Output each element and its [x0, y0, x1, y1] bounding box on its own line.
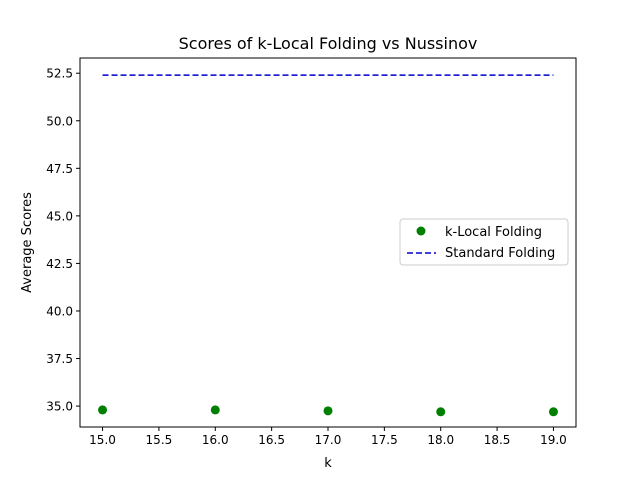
data-point-k-local-folding — [210, 405, 220, 415]
x-axis-label: k — [324, 456, 332, 471]
x-tick-label: 15.0 — [89, 433, 116, 447]
x-tick-label: 16.0 — [202, 433, 229, 447]
x-tick-label: 17.0 — [315, 433, 342, 447]
y-tick-label: 37.5 — [46, 352, 73, 366]
y-tick-label: 45.0 — [46, 209, 73, 223]
data-point-k-local-folding — [436, 407, 446, 417]
y-tick-label: 40.0 — [46, 304, 73, 318]
x-tick-label: 18.0 — [427, 433, 454, 447]
x-tick-label: 19.0 — [540, 433, 567, 447]
y-tick-label: 35.0 — [46, 400, 73, 414]
legend-label-k-local: k-Local Folding — [445, 225, 542, 240]
legend-box — [399, 218, 569, 266]
data-point-k-local-folding — [323, 406, 333, 416]
legend-label-standard: Standard Folding — [445, 246, 555, 261]
x-tick-label: 18.5 — [484, 433, 511, 447]
data-point-k-local-folding — [98, 405, 108, 415]
data-point-k-local-folding — [548, 407, 558, 417]
y-axis-label: Average Scores — [20, 192, 35, 293]
y-tick-label: 50.0 — [46, 114, 73, 128]
x-tick-label: 16.5 — [258, 433, 285, 447]
legend: k-Local Folding Standard Folding — [399, 218, 569, 266]
legend-marker-k-local — [416, 226, 426, 236]
x-tick-label: 15.5 — [146, 433, 173, 447]
x-tick-label: 17.5 — [371, 433, 398, 447]
y-tick-label: 52.5 — [46, 67, 73, 81]
y-tick-label: 47.5 — [46, 162, 73, 176]
chart-title: Scores of k-Local Folding vs Nussinov — [179, 34, 478, 53]
y-tick-label: 42.5 — [46, 257, 73, 271]
